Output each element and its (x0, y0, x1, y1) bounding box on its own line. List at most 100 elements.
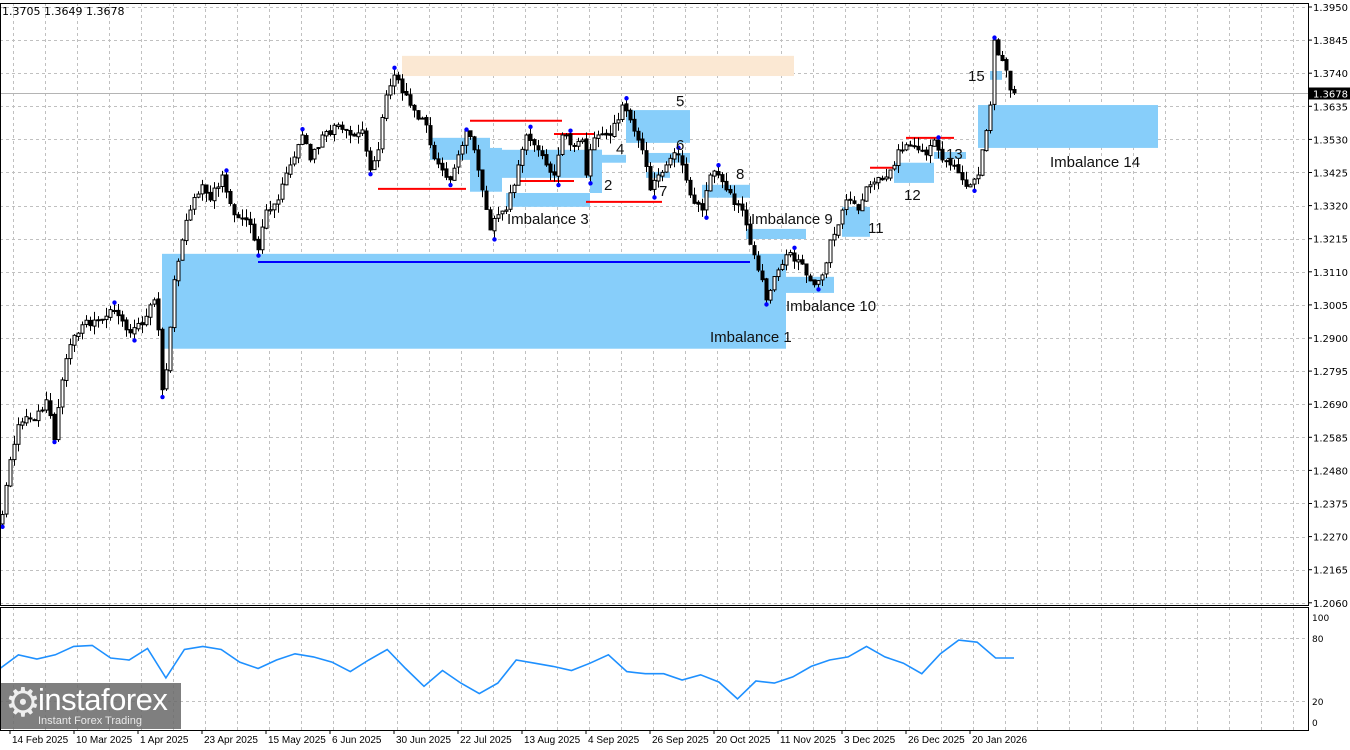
candle (944, 159, 949, 168)
candle-body (948, 159, 953, 166)
candle-body (640, 138, 645, 151)
candle (928, 139, 933, 164)
price-tick-label: 1.3530 (1313, 135, 1348, 146)
candle-body (852, 200, 857, 204)
candle (996, 38, 1001, 56)
candle-body (4, 484, 9, 515)
candle (976, 166, 981, 185)
candle (664, 161, 669, 173)
candle-body (760, 270, 765, 281)
candle (888, 169, 893, 181)
fractal-low-marker (556, 182, 561, 188)
candle-body (264, 209, 269, 229)
candle (596, 130, 601, 148)
candle-body (796, 259, 801, 263)
time-label: 30 Jun 2025 (396, 735, 451, 746)
candle-body (972, 178, 977, 185)
price-tick-label: 1.3635 (1313, 102, 1348, 113)
candle-body (340, 124, 345, 130)
price-tick-label: 1.2795 (1313, 367, 1348, 378)
candle (524, 133, 529, 156)
rsi-line (0, 639, 1014, 700)
candle-body (916, 145, 921, 151)
candle-body (140, 322, 145, 326)
candle (20, 417, 25, 430)
candle-body (48, 400, 53, 417)
candle-body (968, 184, 973, 188)
candle (704, 182, 709, 218)
candle-body (192, 197, 197, 210)
candle-body (268, 209, 273, 212)
zone-label: Imbalance 3 (507, 211, 589, 228)
candle (4, 482, 9, 518)
candle-body (32, 419, 37, 422)
candle-body (352, 133, 357, 137)
candle (28, 412, 33, 423)
time-label: 22 Jul 2025 (460, 735, 512, 746)
candle (696, 200, 701, 213)
candle (860, 193, 865, 212)
candle-body (784, 254, 789, 266)
candle (84, 315, 89, 328)
candle (488, 206, 493, 231)
candle (244, 209, 249, 227)
candle-body (588, 149, 593, 177)
candle (660, 169, 665, 182)
price-tick-label: 1.3320 (1313, 202, 1348, 213)
candle (536, 139, 541, 157)
candle (656, 168, 661, 188)
fractal-high-marker (568, 128, 573, 133)
zone-label: Imbalance 9 (751, 211, 833, 228)
candle (80, 321, 85, 340)
candle (148, 302, 153, 326)
candle-body (384, 94, 389, 119)
candle-body (420, 117, 425, 120)
candle-body (652, 179, 657, 190)
candle-body (392, 74, 397, 87)
candle-body (220, 174, 225, 187)
candle-body (720, 174, 725, 183)
candle (280, 177, 285, 203)
candle-body (984, 130, 989, 152)
candle (832, 226, 837, 247)
candle (844, 193, 849, 216)
price-tick-label: 1.2585 (1313, 433, 1348, 444)
candle-body (448, 176, 453, 181)
candle-body (1004, 59, 1009, 71)
candle-body (444, 168, 449, 178)
candle (36, 404, 41, 427)
candle-body (20, 421, 25, 426)
candle (680, 150, 685, 174)
rsi-level-label: 80 (1312, 635, 1324, 645)
candle (520, 146, 525, 173)
candle-body (376, 149, 381, 162)
candle-body (152, 299, 157, 305)
candle-body (480, 169, 485, 191)
candle (492, 215, 497, 240)
candle (336, 122, 341, 130)
candle (188, 204, 193, 222)
candle (668, 154, 673, 169)
candle-body (124, 319, 129, 331)
candle (356, 124, 361, 144)
rsi-panel-border (0, 607, 1309, 731)
candle-body (872, 181, 877, 185)
candle (552, 164, 557, 182)
candle-body (436, 158, 441, 165)
candle-body (428, 125, 433, 146)
time-label: 23 Apr 2025 (204, 735, 258, 746)
candle-body (660, 171, 665, 177)
price-tick-label: 1.3425 (1313, 169, 1348, 180)
candle (164, 363, 169, 391)
candle (612, 114, 617, 138)
candle (252, 218, 257, 242)
imbalance-zone (470, 147, 502, 192)
candle-body (724, 180, 729, 191)
candle-body (320, 134, 325, 148)
candle-body (476, 149, 481, 171)
candle (136, 317, 141, 332)
candle-body (496, 214, 501, 219)
candle (784, 249, 789, 271)
candle-body (824, 262, 829, 275)
candle-body (180, 239, 185, 261)
